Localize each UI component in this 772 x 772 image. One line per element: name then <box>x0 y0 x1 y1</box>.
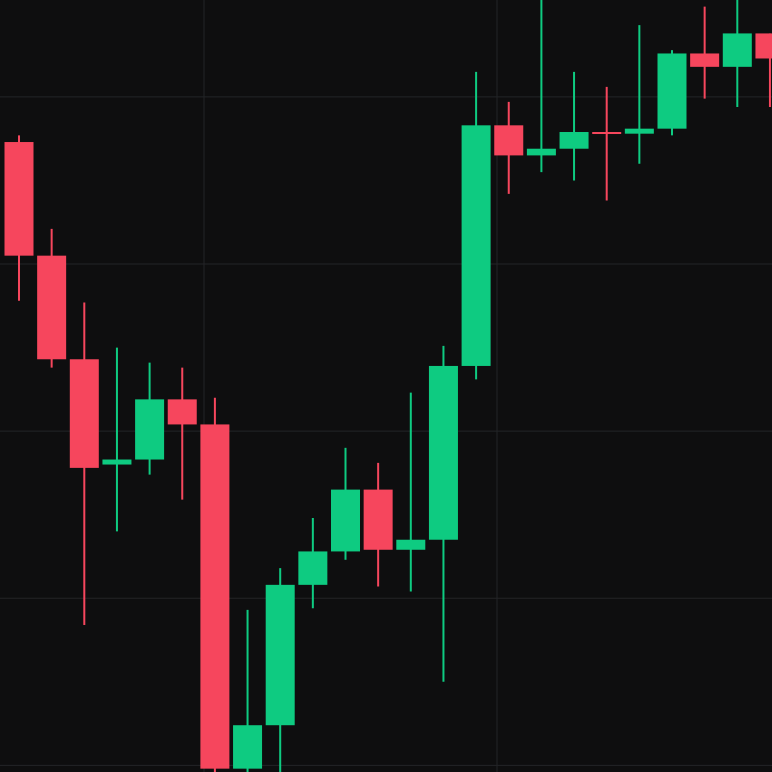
candle-body <box>167 399 197 425</box>
candle-body <box>494 125 524 156</box>
candle-body <box>559 132 589 149</box>
candle-body <box>37 255 67 360</box>
candle-body <box>657 53 687 129</box>
candle-body <box>396 539 426 550</box>
candle-body <box>233 725 263 769</box>
candle-body <box>69 359 99 468</box>
candle-body <box>755 33 772 59</box>
candle-body <box>526 148 556 156</box>
candle-body <box>690 53 720 67</box>
candle-body <box>624 128 654 134</box>
candle-body <box>135 399 165 460</box>
candle-body <box>592 132 622 135</box>
candle-body <box>722 33 752 67</box>
candle-body <box>4 142 34 256</box>
candle-body <box>200 424 230 769</box>
candle-body <box>298 551 328 585</box>
candle-body <box>363 489 393 550</box>
candle-body <box>461 125 491 366</box>
candle-body <box>428 365 458 540</box>
candle-body <box>265 584 295 726</box>
candle-body <box>102 459 132 465</box>
candle-body <box>331 489 360 552</box>
